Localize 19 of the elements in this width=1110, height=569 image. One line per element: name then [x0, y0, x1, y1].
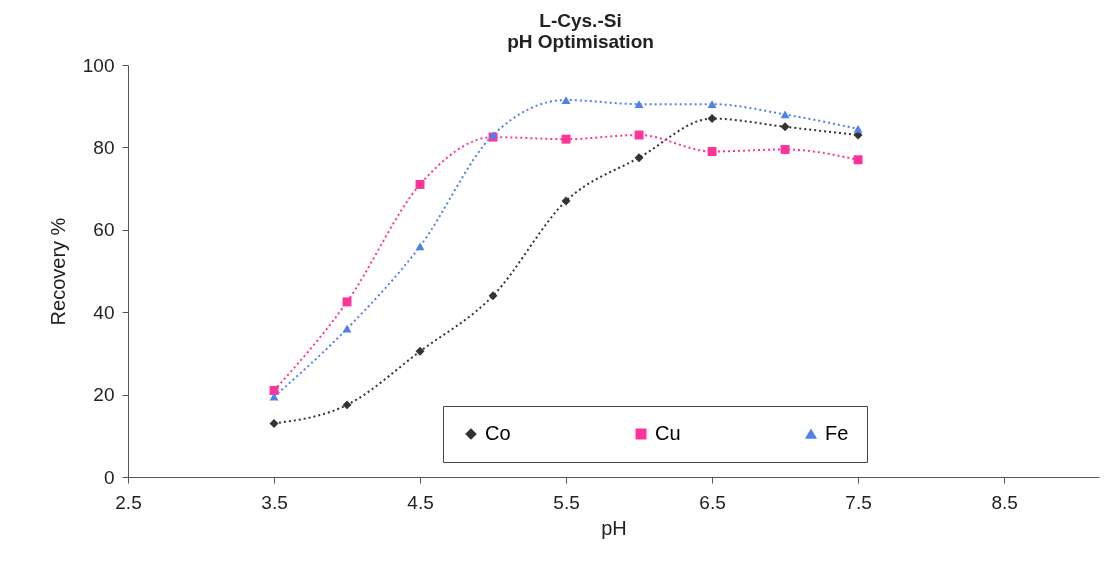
y-tick-label: 100	[82, 54, 115, 76]
x-tick-label: 6.5	[699, 491, 726, 513]
x-tick-label: 8.5	[991, 491, 1018, 513]
x-tick-label: 2.5	[115, 491, 142, 513]
y-tick-label: 0	[103, 466, 115, 488]
legend-label: Co	[485, 422, 511, 444]
y-tick-label: 40	[93, 301, 115, 323]
legend-label: Fe	[825, 422, 849, 444]
legend-label: Cu	[655, 422, 681, 444]
x-tick-label: 4.5	[407, 491, 434, 513]
x-axis-title: pH	[601, 516, 627, 539]
y-tick-label: 60	[93, 219, 115, 241]
x-tick-label: 5.5	[553, 491, 580, 513]
y-tick-label: 80	[93, 136, 115, 158]
y-tick-label: 20	[93, 384, 115, 406]
x-tick-label: 7.5	[845, 491, 872, 513]
y-axis-title: Recovery %	[46, 217, 69, 326]
chart-title: L-Cys.-Si pH Optimisation	[507, 10, 654, 52]
x-tick-label: 3.5	[261, 491, 288, 513]
